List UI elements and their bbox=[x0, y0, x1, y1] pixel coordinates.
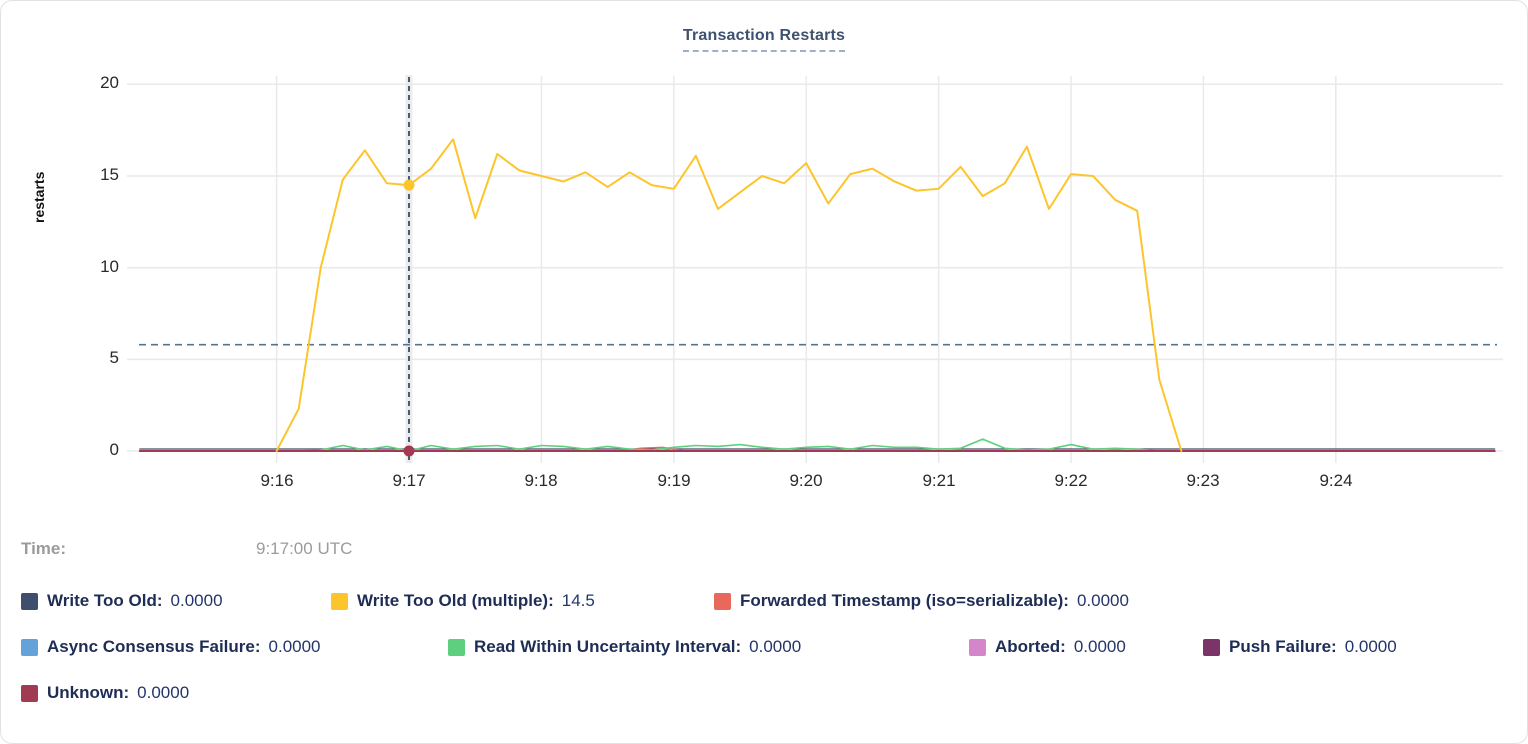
legend-item-async-consensus-failure: Async Consensus Failure: 0.0000 bbox=[21, 637, 321, 657]
x-tick-label: 9:18 bbox=[524, 471, 558, 490]
legend-swatch bbox=[21, 592, 38, 610]
y-tick-label: 20 bbox=[100, 73, 119, 92]
legend-item-label: Write Too Old: bbox=[47, 591, 163, 610]
hover-dot bbox=[403, 179, 415, 191]
legend-item-write-too-old-multiple: Write Too Old (multiple): 14.5 bbox=[331, 591, 595, 611]
time-label: Time: bbox=[21, 539, 67, 558]
legend-swatch bbox=[21, 638, 38, 656]
legend-item-push-failure: Push Failure: 0.0000 bbox=[1203, 637, 1397, 657]
chart-title-wrap: Transaction Restarts bbox=[1, 27, 1527, 52]
y-tick-label: 0 bbox=[109, 440, 119, 459]
legend-item-label: Async Consensus Failure: bbox=[47, 637, 261, 656]
legend-item-value: 0.0000 bbox=[1344, 637, 1397, 656]
legend-item-write-too-old: Write Too Old: 0.0000 bbox=[21, 591, 223, 611]
x-tick-label: 9:22 bbox=[1054, 471, 1088, 490]
x-tick-label: 9:16 bbox=[260, 471, 294, 490]
x-tick-label: 9:21 bbox=[922, 471, 956, 490]
chart-title[interactable]: Transaction Restarts bbox=[682, 27, 846, 52]
legend-item-value: 0.0000 bbox=[268, 637, 321, 656]
legend-swatch bbox=[969, 638, 986, 656]
line-chart-plot-area[interactable] bbox=[1, 1, 1528, 521]
x-tick-label: 9:17 bbox=[392, 471, 426, 490]
legend-swatch bbox=[21, 684, 38, 702]
legend-item-unknown: Unknown: 0.0000 bbox=[21, 683, 189, 703]
series-line bbox=[275, 138, 1183, 452]
legend-swatch bbox=[331, 592, 348, 610]
legend-item-read-within-uncertainty: Read Within Uncertainty Interval: 0.0000 bbox=[448, 637, 801, 657]
legend-swatch bbox=[448, 638, 465, 656]
y-tick-label: 10 bbox=[100, 257, 119, 276]
legend-item-value: 0.0000 bbox=[170, 591, 223, 610]
legend-item-aborted: Aborted: 0.0000 bbox=[969, 637, 1126, 657]
legend-item-label: Unknown: bbox=[47, 683, 130, 702]
legend-item-value: 0.0000 bbox=[1073, 637, 1126, 656]
legend-swatch bbox=[714, 592, 731, 610]
hover-dot bbox=[403, 445, 415, 457]
hover-time-row: Time: 9:17:00 UTC bbox=[1, 539, 1527, 563]
legend-item-value: 0.0000 bbox=[749, 637, 802, 656]
x-tick-label: 9:23 bbox=[1186, 471, 1220, 490]
legend-item-label: Read Within Uncertainty Interval: bbox=[474, 637, 742, 656]
x-tick-label: 9:19 bbox=[657, 471, 691, 490]
y-tick-label: 5 bbox=[109, 348, 119, 367]
legend-item-value: 14.5 bbox=[561, 591, 595, 610]
legend-item-value: 0.0000 bbox=[137, 683, 190, 702]
legend-item-label: Forwarded Timestamp (iso=serializable): bbox=[740, 591, 1069, 610]
legend-item-label: Write Too Old (multiple): bbox=[357, 591, 554, 610]
series-line bbox=[275, 438, 1183, 452]
legend-item-value: 0.0000 bbox=[1076, 591, 1129, 610]
legend-swatch bbox=[1203, 638, 1220, 656]
legend-item-forwarded-timestamp: Forwarded Timestamp (iso=serializable): … bbox=[714, 591, 1129, 611]
time-value: 9:17:00 UTC bbox=[256, 539, 353, 558]
legend-item-label: Aborted: bbox=[995, 637, 1066, 656]
legend-item-label: Push Failure: bbox=[1229, 637, 1337, 656]
y-tick-label: 15 bbox=[100, 165, 119, 184]
x-tick-label: 9:24 bbox=[1319, 471, 1353, 490]
x-tick-label: 9:20 bbox=[789, 471, 823, 490]
